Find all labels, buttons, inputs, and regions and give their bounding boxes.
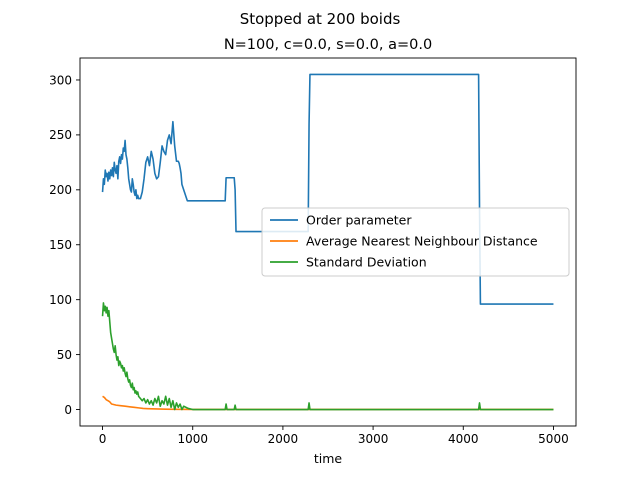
- x-axis-label: time: [314, 451, 343, 466]
- legend-label-2: Average Nearest Neighbour Distance: [306, 234, 538, 249]
- series-line-1: [101, 73, 554, 305]
- legend-label-3: Standard Deviation: [306, 255, 427, 270]
- y-tick-label: 150: [49, 238, 72, 252]
- x-tick-label: 1000: [177, 432, 208, 446]
- x-tick-label: 5000: [538, 432, 569, 446]
- x-tick-label: 2000: [268, 432, 299, 446]
- legend-label-1: Order parameter: [306, 213, 412, 228]
- x-tick-label: 0: [99, 432, 107, 446]
- axes-frame: [79, 57, 577, 427]
- x-tick-label: 4000: [448, 432, 479, 446]
- x-tick-label: 3000: [358, 432, 389, 446]
- figure-suptitle: Stopped at 200 boids: [240, 10, 401, 28]
- axes-title: N=100, c=0.0, s=0.0, a=0.0: [224, 37, 432, 53]
- legend: Order parameter Average Nearest Neighbour…: [261, 207, 570, 277]
- series-line-3: [101, 302, 554, 411]
- y-tick-label: 300: [49, 73, 72, 87]
- y-tick-label: 200: [49, 183, 72, 197]
- y-tick-label: 0: [64, 403, 72, 417]
- y-tick-label: 50: [57, 348, 72, 362]
- legend-box: [261, 207, 570, 277]
- y-tick-label: 250: [49, 128, 72, 142]
- axes: 0 1000 2000 3000 4000 5000 0 50 100 150 200 250 300 t…: [49, 57, 577, 466]
- y-tick-label: 100: [49, 293, 72, 307]
